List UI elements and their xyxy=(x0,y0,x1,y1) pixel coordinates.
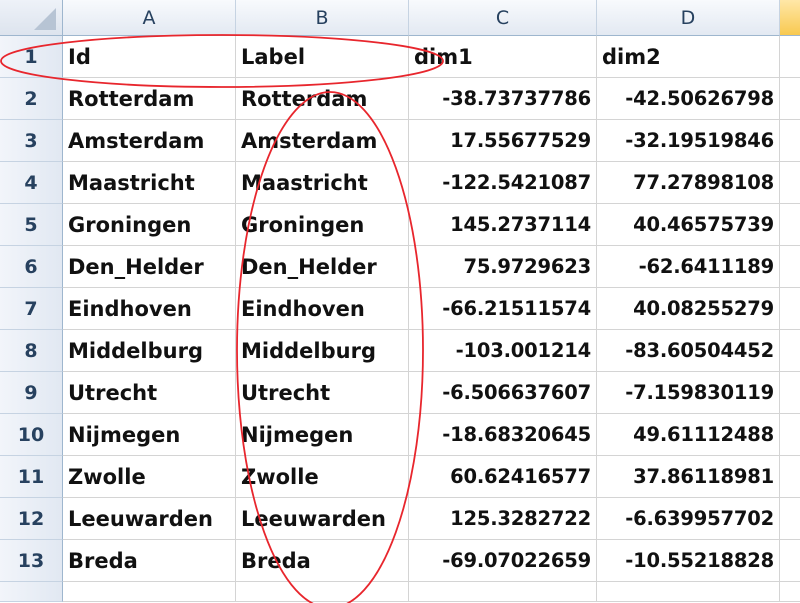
cell-b6[interactable]: Den_Helder xyxy=(236,246,409,288)
cell-c5[interactable]: 145.2737114 xyxy=(409,204,597,246)
cell-b1[interactable]: Label xyxy=(236,36,409,78)
cell-c3[interactable]: 17.55677529 xyxy=(409,120,597,162)
row-header-13[interactable]: 13 xyxy=(0,540,63,582)
cell-a1[interactable]: Id xyxy=(63,36,236,78)
row-header-11[interactable]: 11 xyxy=(0,456,63,498)
row-header-2[interactable]: 2 xyxy=(0,78,63,120)
cell-d6[interactable]: -62.6411189 xyxy=(597,246,780,288)
row-header-4[interactable]: 4 xyxy=(0,162,63,204)
cell-d13[interactable]: -10.55218828 xyxy=(597,540,780,582)
cell-e7-partial[interactable] xyxy=(780,288,800,330)
cell-d11[interactable]: 37.86118981 xyxy=(597,456,780,498)
column-header-a[interactable]: A xyxy=(63,0,236,36)
cell-b3[interactable]: Amsterdam xyxy=(236,120,409,162)
row-header-10[interactable]: 10 xyxy=(0,414,63,456)
cell-e4-partial[interactable] xyxy=(780,162,800,204)
select-all-corner[interactable] xyxy=(0,0,63,36)
cell-e8-partial[interactable] xyxy=(780,330,800,372)
row-header-7[interactable]: 7 xyxy=(0,288,63,330)
cell-c13[interactable]: -69.07022659 xyxy=(409,540,597,582)
cell-e2-partial[interactable] xyxy=(780,78,800,120)
cell-c11[interactable]: 60.62416577 xyxy=(409,456,597,498)
row-header-8[interactable]: 8 xyxy=(0,330,63,372)
cell-c2[interactable]: -38.73737786 xyxy=(409,78,597,120)
cell-e13-partial[interactable] xyxy=(780,540,800,582)
cell-d12[interactable]: -6.639957702 xyxy=(597,498,780,540)
cell-c4[interactable]: -122.5421087 xyxy=(409,162,597,204)
row-header-14-partial[interactable] xyxy=(0,582,63,602)
cell-a10[interactable]: Nijmegen xyxy=(63,414,236,456)
cell-b10[interactable]: Nijmegen xyxy=(236,414,409,456)
cell-d8[interactable]: -83.60504452 xyxy=(597,330,780,372)
cell-row14-partial[interactable] xyxy=(63,582,236,602)
cell-d3[interactable]: -32.19519846 xyxy=(597,120,780,162)
cell-a11[interactable]: Zwolle xyxy=(63,456,236,498)
cell-a9[interactable]: Utrecht xyxy=(63,372,236,414)
column-header-e-partial[interactable] xyxy=(780,0,800,36)
cell-c6[interactable]: 75.9729623 xyxy=(409,246,597,288)
cell-a8[interactable]: Middelburg xyxy=(63,330,236,372)
cell-c7[interactable]: -66.21511574 xyxy=(409,288,597,330)
cell-b2[interactable]: Rotterdam xyxy=(236,78,409,120)
row-header-5[interactable]: 5 xyxy=(0,204,63,246)
cell-c9[interactable]: -6.506637607 xyxy=(409,372,597,414)
row-header-6[interactable]: 6 xyxy=(0,246,63,288)
cell-b11[interactable]: Zwolle xyxy=(236,456,409,498)
column-header-c[interactable]: C xyxy=(409,0,597,36)
cell-e1-partial[interactable] xyxy=(780,36,800,78)
cell-row14-partial[interactable] xyxy=(236,582,409,602)
cell-a4[interactable]: Maastricht xyxy=(63,162,236,204)
cell-a7[interactable]: Eindhoven xyxy=(63,288,236,330)
column-header-b[interactable]: B xyxy=(236,0,409,36)
cell-d5[interactable]: 40.46575739 xyxy=(597,204,780,246)
cell-e6-partial[interactable] xyxy=(780,246,800,288)
row-header-1[interactable]: 1 xyxy=(0,36,63,78)
cell-row14-partial[interactable] xyxy=(780,582,800,602)
cell-a2[interactable]: Rotterdam xyxy=(63,78,236,120)
cell-c12[interactable]: 125.3282722 xyxy=(409,498,597,540)
cell-b4[interactable]: Maastricht xyxy=(236,162,409,204)
row-header-12[interactable]: 12 xyxy=(0,498,63,540)
cell-a3[interactable]: Amsterdam xyxy=(63,120,236,162)
cell-e12-partial[interactable] xyxy=(780,498,800,540)
cell-d10[interactable]: 49.61112488 xyxy=(597,414,780,456)
cell-a5[interactable]: Groningen xyxy=(63,204,236,246)
cell-c8[interactable]: -103.001214 xyxy=(409,330,597,372)
cell-row14-partial[interactable] xyxy=(597,582,780,602)
cell-e10-partial[interactable] xyxy=(780,414,800,456)
cell-a13[interactable]: Breda xyxy=(63,540,236,582)
row-header-9[interactable]: 9 xyxy=(0,372,63,414)
cell-b8[interactable]: Middelburg xyxy=(236,330,409,372)
cell-d7[interactable]: 40.08255279 xyxy=(597,288,780,330)
select-all-triangle-icon xyxy=(34,8,56,30)
cell-a6[interactable]: Den_Helder xyxy=(63,246,236,288)
cell-b12[interactable]: Leeuwarden xyxy=(236,498,409,540)
cell-b5[interactable]: Groningen xyxy=(236,204,409,246)
cell-b7[interactable]: Eindhoven xyxy=(236,288,409,330)
cell-e9-partial[interactable] xyxy=(780,372,800,414)
cell-row14-partial[interactable] xyxy=(409,582,597,602)
cell-e11-partial[interactable] xyxy=(780,456,800,498)
cell-a12[interactable]: Leeuwarden xyxy=(63,498,236,540)
cell-d4[interactable]: 77.27898108 xyxy=(597,162,780,204)
column-header-d[interactable]: D xyxy=(597,0,780,36)
cell-b13[interactable]: Breda xyxy=(236,540,409,582)
cell-d9[interactable]: -7.159830119 xyxy=(597,372,780,414)
cell-e3-partial[interactable] xyxy=(780,120,800,162)
cell-c1[interactable]: dim1 xyxy=(409,36,597,78)
cell-d1[interactable]: dim2 xyxy=(597,36,780,78)
cell-c10[interactable]: -18.68320645 xyxy=(409,414,597,456)
cell-b9[interactable]: Utrecht xyxy=(236,372,409,414)
row-header-3[interactable]: 3 xyxy=(0,120,63,162)
cell-e5-partial[interactable] xyxy=(780,204,800,246)
cell-d2[interactable]: -42.50626798 xyxy=(597,78,780,120)
